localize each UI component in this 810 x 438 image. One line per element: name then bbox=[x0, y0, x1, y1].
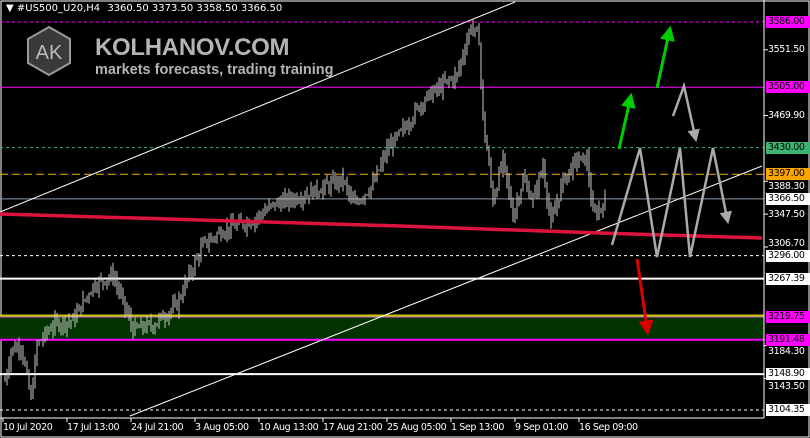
y-tick-label: 3469.90 bbox=[768, 110, 805, 122]
level-price-label: 3586.00 bbox=[766, 16, 810, 28]
lower-channel-line[interactable] bbox=[129, 165, 763, 417]
bearish-arrow bbox=[635, 258, 654, 336]
collapse-triangle-icon[interactable]: ▼ bbox=[6, 3, 14, 14]
x-tick-label: 17 Jul 13:00 bbox=[67, 422, 120, 433]
level-lines bbox=[0, 21, 764, 411]
y-tick-label: 3143.50 bbox=[768, 380, 805, 392]
logo-monogram: AK bbox=[36, 42, 63, 64]
level-price-label: 3104.35 bbox=[766, 404, 810, 416]
y-tick-label: 3306.70 bbox=[768, 238, 805, 250]
level-price-label: 3267.39 bbox=[766, 272, 810, 285]
upper-channel-line[interactable] bbox=[0, 1, 516, 213]
level-price-label: 3219.75 bbox=[766, 311, 810, 324]
x-tick-label: 16 Sep 09:00 bbox=[579, 422, 638, 433]
x-tick-label: 10 Aug 13:00 bbox=[259, 422, 319, 433]
support-zone-fill bbox=[0, 317, 764, 340]
pullback-scenario bbox=[671, 81, 700, 143]
forecast-scenario bbox=[610, 25, 732, 336]
chart-header: ▼ #US500_U20,H4 3360.50 3373.50 3358.50 … bbox=[6, 3, 282, 14]
level-price-label: 3397.00 bbox=[766, 168, 810, 181]
watermark-tagline: markets forecasts, trading training bbox=[95, 62, 334, 78]
level-price-label: 3430.00 bbox=[766, 141, 810, 154]
watermark-brand: KOLHANOV.COM bbox=[95, 34, 290, 61]
level-price-label: 3148.90 bbox=[766, 368, 810, 381]
y-tick-label: 3551.50 bbox=[768, 44, 805, 56]
support-zone bbox=[0, 314, 764, 340]
axis-tick-marks bbox=[2, 49, 768, 422]
level-price-label: 3191.48 bbox=[766, 333, 810, 346]
y-tick-label: 3184.30 bbox=[768, 346, 805, 358]
x-tick-label: 24 Jul 21:00 bbox=[131, 422, 184, 433]
bullish-arrow-1 bbox=[617, 92, 636, 150]
y-tick-label: 3388.30 bbox=[768, 180, 805, 192]
level-price-label: 3296.00 bbox=[766, 249, 810, 262]
x-tick-label: 1 Sep 13:00 bbox=[451, 422, 504, 433]
x-tick-label: 3 Aug 05:00 bbox=[195, 422, 249, 433]
bullish-arrow-2 bbox=[655, 25, 675, 89]
x-tick-label: 9 Sep 01:00 bbox=[515, 422, 568, 433]
level-price-label: 3505.00 bbox=[766, 81, 810, 94]
x-tick-label: 10 Jul 2020 bbox=[3, 422, 53, 433]
x-tick-label: 17 Aug 21:00 bbox=[323, 422, 383, 433]
y-tick-label: 3347.50 bbox=[768, 208, 805, 220]
level-price-label: 3366.50 bbox=[766, 192, 810, 205]
symbol-label: #US500_U20,H4 bbox=[16, 3, 101, 14]
x-tick-label: 25 Aug 05:00 bbox=[387, 422, 447, 433]
zigzag-range-scenario bbox=[610, 147, 732, 258]
logo-hexagon-icon bbox=[27, 25, 71, 77]
price-bars bbox=[4, 19, 606, 401]
ohlc-values: 3360.50 3373.50 3358.50 3366.50 bbox=[107, 3, 283, 14]
